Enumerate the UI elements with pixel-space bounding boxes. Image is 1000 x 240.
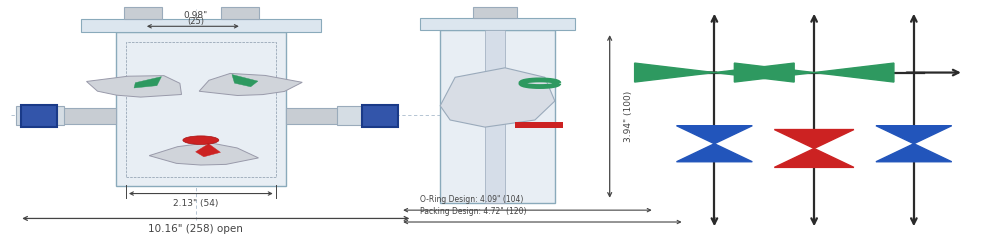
Bar xyxy=(286,108,345,124)
Text: 10.16" (258) open: 10.16" (258) open xyxy=(148,224,243,234)
Bar xyxy=(81,19,320,32)
Polygon shape xyxy=(440,68,555,127)
Bar xyxy=(337,106,385,125)
Polygon shape xyxy=(774,149,854,167)
Text: 0.98": 0.98" xyxy=(184,11,208,20)
Text: (25): (25) xyxy=(187,17,204,26)
Bar xyxy=(56,108,116,124)
Text: 3.94" (100): 3.94" (100) xyxy=(624,91,633,142)
Polygon shape xyxy=(714,63,794,82)
Polygon shape xyxy=(876,144,952,162)
Polygon shape xyxy=(149,143,258,165)
Bar xyxy=(420,18,575,30)
Bar xyxy=(362,105,398,127)
Polygon shape xyxy=(774,130,854,149)
Bar xyxy=(221,7,259,19)
Bar xyxy=(116,32,286,186)
Bar xyxy=(126,42,276,177)
Polygon shape xyxy=(134,77,161,88)
Bar xyxy=(16,106,64,125)
Bar xyxy=(515,122,563,128)
Polygon shape xyxy=(196,144,220,157)
Polygon shape xyxy=(814,63,894,82)
Polygon shape xyxy=(734,63,814,82)
Bar xyxy=(473,7,517,18)
Bar xyxy=(21,105,57,127)
Polygon shape xyxy=(635,63,714,82)
Polygon shape xyxy=(199,73,302,96)
Bar xyxy=(485,30,505,203)
Text: O-Ring Design: 4.09" (104): O-Ring Design: 4.09" (104) xyxy=(420,195,524,204)
Polygon shape xyxy=(232,75,258,87)
Bar xyxy=(124,7,162,19)
Polygon shape xyxy=(677,126,752,144)
Bar xyxy=(440,30,555,203)
Polygon shape xyxy=(87,76,182,97)
Polygon shape xyxy=(876,126,952,144)
Text: Packing Design: 4.72" (120): Packing Design: 4.72" (120) xyxy=(420,207,527,216)
Text: 2.13" (54): 2.13" (54) xyxy=(173,199,219,209)
Polygon shape xyxy=(677,144,752,162)
Circle shape xyxy=(183,136,219,144)
